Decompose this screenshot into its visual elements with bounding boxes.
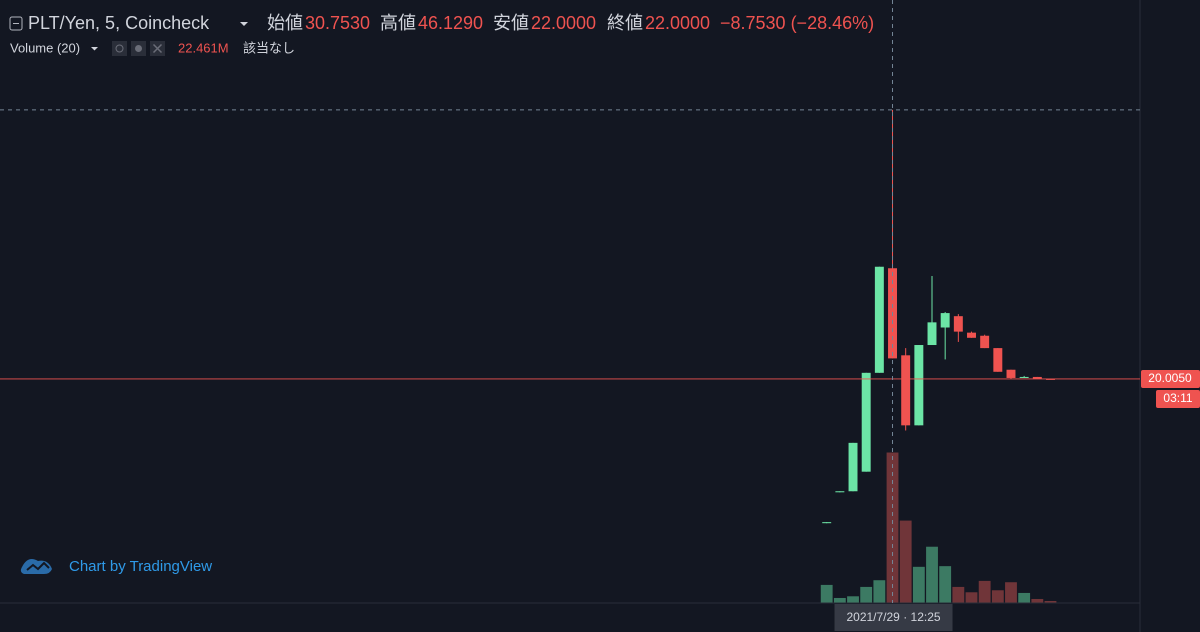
low-label: 安値 xyxy=(493,13,529,33)
volume-bar xyxy=(939,566,952,603)
high-label: 高値 xyxy=(380,13,416,33)
high-value: 46.1290 xyxy=(418,13,483,33)
volume-bar xyxy=(1031,598,1044,603)
volume-bar xyxy=(833,597,846,603)
volume-bar xyxy=(886,452,899,603)
eye-glyph xyxy=(115,44,124,53)
countdown-label: 03:11 xyxy=(1163,391,1192,405)
candle-body xyxy=(967,332,976,338)
collapse-icon[interactable] xyxy=(9,16,23,31)
crosshair-time-box xyxy=(834,604,953,631)
candle-body xyxy=(914,345,924,426)
candle-body xyxy=(835,491,845,493)
volume-name[interactable]: Volume (20) xyxy=(10,40,80,55)
volume-bar xyxy=(1018,592,1031,603)
volume-bar xyxy=(847,596,859,603)
volume-bar xyxy=(912,566,925,603)
volume-bar xyxy=(991,590,1004,603)
candle-body xyxy=(953,316,963,332)
volume-bar xyxy=(926,546,938,603)
volume-bar xyxy=(1044,600,1057,603)
open-value: 30.7530 xyxy=(305,13,370,33)
countdown-box xyxy=(1156,389,1200,408)
watermark[interactable]: Chart by TradingView xyxy=(69,558,212,575)
candle-body xyxy=(940,313,950,328)
candle-body xyxy=(1032,376,1042,379)
volume-bar xyxy=(860,586,873,603)
candle-body xyxy=(1019,376,1029,378)
volume-caret[interactable] xyxy=(91,47,98,51)
volume-bar xyxy=(952,586,965,603)
volume-bar xyxy=(899,520,912,603)
candle-body xyxy=(861,372,871,472)
close-value: 22.0000 xyxy=(645,13,710,33)
symbol[interactable]: PLT/Yen, 5, Coincheck xyxy=(28,13,210,33)
candle-body xyxy=(927,322,937,346)
volume-bar xyxy=(820,584,833,603)
candle-body xyxy=(848,442,858,492)
candle-body xyxy=(1046,378,1055,380)
volume-bar xyxy=(1005,582,1017,603)
gear-glyph xyxy=(135,45,142,52)
last-price-label: 20.0050 xyxy=(1148,371,1192,385)
close-label: 終値 xyxy=(607,13,643,33)
volume-readout: 22.461M xyxy=(178,40,229,55)
crosshair-time-label: 2021/7/29 · 12:25 xyxy=(846,610,940,624)
candle-body xyxy=(1006,369,1016,378)
volume-bar xyxy=(965,592,978,603)
open-label: 始値 xyxy=(267,13,303,33)
candle-body xyxy=(822,522,832,524)
candle-body xyxy=(993,348,1003,372)
last-price-box xyxy=(1141,369,1200,388)
candle-body xyxy=(874,266,884,373)
candle-body xyxy=(980,335,990,349)
symbol-caret[interactable] xyxy=(240,22,248,26)
volume-bar xyxy=(978,580,991,603)
candle-body xyxy=(901,355,911,426)
change-value: −8.7530 (−28.46%) xyxy=(720,13,874,33)
low-value: 22.0000 xyxy=(531,13,596,33)
volume-status: 該当なし xyxy=(243,40,295,55)
cross-glyph xyxy=(152,43,163,54)
visibility-icon[interactable] xyxy=(112,41,127,56)
volume-bar xyxy=(873,580,886,603)
watermark-logo-line xyxy=(26,561,50,571)
